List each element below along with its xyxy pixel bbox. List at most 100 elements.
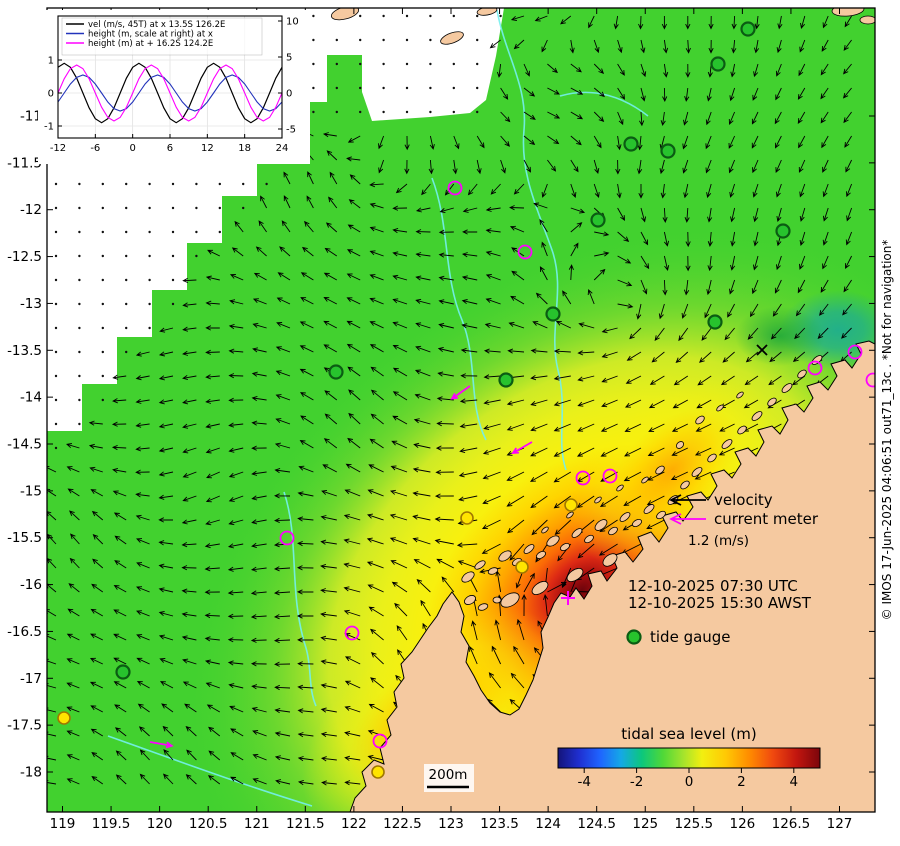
inset-y-right-tick-label: 0 xyxy=(286,89,292,100)
current-meter-marker xyxy=(847,344,863,360)
cyan-contour xyxy=(559,91,649,117)
colorbar-ticks: -4 -2 0 2 4 xyxy=(577,768,798,790)
island xyxy=(859,15,875,25)
no-data-region-top xyxy=(362,8,504,121)
y-tick-label: -17.5 xyxy=(7,718,42,734)
inset-legend-entry-height-plus: height (m) at + 16.2S 124.2E xyxy=(88,39,213,49)
island xyxy=(641,476,649,484)
x-tick-label: 120.5 xyxy=(189,816,228,832)
island xyxy=(546,535,560,547)
velocity-arrow-icon xyxy=(669,494,706,506)
inset-y-left-tick-label: 1 xyxy=(48,56,54,67)
island xyxy=(461,571,475,583)
yellow-station-marker xyxy=(57,711,71,725)
island xyxy=(474,560,486,570)
island xyxy=(492,596,502,604)
island xyxy=(707,453,717,463)
x-tick-label: 126 xyxy=(729,816,755,832)
velocity-scale-label: 1.2 (m/s) xyxy=(688,533,749,549)
inset-x-tick-label: 12 xyxy=(201,143,214,154)
inset-y-right-tick-label: 5 xyxy=(286,53,292,64)
inset-y-right-tick-label: 10 xyxy=(286,17,299,28)
y-tick-label: -15.5 xyxy=(7,530,42,546)
inset-legend-entry-height-x: height (m, scale at right) at x xyxy=(88,30,213,40)
current-meter-marker xyxy=(447,180,463,196)
island xyxy=(487,567,499,575)
island xyxy=(584,534,594,544)
tide-gauge-icon xyxy=(626,629,642,645)
tide-gauge-marker xyxy=(775,223,791,239)
plot-border xyxy=(46,7,876,813)
current-meter-marker xyxy=(372,733,388,749)
inset-y-left-tick-label: 0 xyxy=(48,89,54,100)
scale-bar-label: 200m xyxy=(429,767,468,783)
x-tick-label: 120 xyxy=(147,816,173,832)
x-tick-label: 127 xyxy=(827,816,853,832)
x-tick-label: 125.5 xyxy=(674,816,713,832)
current-meter-arrow-icon xyxy=(669,513,706,525)
island xyxy=(571,528,583,538)
tide-gauge-marker xyxy=(710,56,726,72)
island xyxy=(608,526,618,536)
colorbar-gradient xyxy=(557,747,821,769)
current-meter-arrow xyxy=(450,385,471,400)
current-meter-arrow xyxy=(149,741,174,749)
current-meter-arrows xyxy=(149,385,533,749)
island xyxy=(691,467,703,477)
inset-x-tick-label: 18 xyxy=(238,143,251,154)
station-markers-layer xyxy=(57,21,875,779)
tide-gauge-marker xyxy=(590,212,606,228)
watermark-text: © IMOS 17-Jun-2025 04:06:51 out71_13c . … xyxy=(880,240,894,621)
tide-gauge-marker xyxy=(328,364,344,380)
inset-curves xyxy=(57,62,283,124)
x-tick-label: 123 xyxy=(438,816,464,832)
x-tick-label: 121 xyxy=(244,816,270,832)
x-tick-label: 121.5 xyxy=(286,816,325,832)
island xyxy=(619,512,631,522)
y-tick-label: -11 xyxy=(20,109,42,125)
tide-gauge-marker xyxy=(707,314,723,330)
island xyxy=(767,397,777,407)
tide-gauge-marker xyxy=(740,21,756,37)
island xyxy=(330,8,360,21)
x-tick-label: 124.5 xyxy=(577,816,616,832)
x-tick-label: 126.5 xyxy=(772,816,811,832)
colorbar-tick-label: -2 xyxy=(630,774,643,790)
tide-gauge-marker xyxy=(115,664,131,680)
current-meter-marker xyxy=(865,372,875,388)
colorbar-tick-label: 4 xyxy=(790,774,799,790)
yellow-station-marker xyxy=(371,765,385,779)
land-layer xyxy=(330,8,875,812)
y-tick-label: -14 xyxy=(20,390,42,406)
current-meter-label: current meter xyxy=(714,510,819,528)
island xyxy=(655,465,665,475)
y-tick-label: -17 xyxy=(20,671,42,687)
yellow-station-marker xyxy=(460,511,474,525)
inset-y-right-tick-label: -5 xyxy=(286,125,296,136)
island xyxy=(464,595,476,605)
island xyxy=(695,415,705,425)
island xyxy=(523,544,535,554)
x-tick-label: 122.5 xyxy=(383,816,422,832)
inset-legend-box xyxy=(61,17,263,56)
island xyxy=(737,425,747,435)
inset-series-0 xyxy=(57,62,283,124)
colorbar-title: tidal sea level (m) xyxy=(621,725,756,743)
island xyxy=(602,553,618,567)
current-meter-marker xyxy=(807,360,823,376)
island xyxy=(751,411,763,421)
x-marker xyxy=(756,344,768,356)
y-tick-label: -13 xyxy=(20,296,42,312)
plus-marker xyxy=(561,591,575,605)
tide-gauge-marker xyxy=(623,136,639,152)
island xyxy=(797,369,807,379)
inset-x-tick-label: 24 xyxy=(276,143,289,154)
x-tick-label: 122 xyxy=(341,816,367,832)
island xyxy=(541,526,549,534)
island xyxy=(477,603,489,611)
cyan-contour xyxy=(107,735,313,807)
island xyxy=(566,511,574,519)
